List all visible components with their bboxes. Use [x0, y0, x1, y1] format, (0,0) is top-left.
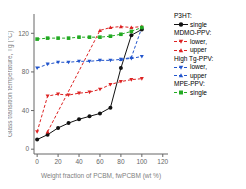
- svg-text:40: 40: [75, 158, 83, 165]
- html-text:single: single: [190, 88, 207, 96]
- html-text:P3HT:: P3HT:: [174, 12, 192, 19]
- svg-text:20: 20: [54, 158, 62, 165]
- html-text:lower,: lower,: [190, 37, 207, 45]
- svg-text:100: 100: [136, 158, 147, 165]
- svg-text:120: 120: [157, 158, 168, 165]
- svg-text:120: 120: [18, 30, 29, 37]
- html-text:MDMO-PPV:: MDMO-PPV:: [174, 29, 212, 36]
- svg-text:Glass transition temperature,: Glass transition temperature, Tg (°C): [8, 31, 14, 137]
- svg-text:80: 80: [117, 158, 125, 165]
- svg-text:Weight fraction of PCBM, fwPCB: Weight fraction of PCBM, fwPCBM (wt %): [41, 172, 161, 180]
- svg-text:40: 40: [22, 107, 30, 114]
- html-text:single: single: [190, 20, 207, 28]
- svg-text:80: 80: [22, 68, 30, 75]
- svg-text:0: 0: [35, 158, 39, 165]
- html-text:MPE-PPV:: MPE-PPV:: [174, 80, 205, 87]
- html-text:upper: upper: [190, 71, 207, 79]
- svg-text:60: 60: [96, 158, 104, 165]
- html-text:upper: upper: [190, 46, 207, 53]
- html-text:lower,: lower,: [190, 63, 207, 70]
- html-text:High Tg-PPV:: High Tg-PPV:: [174, 54, 214, 62]
- svg-text:0: 0: [25, 145, 29, 152]
